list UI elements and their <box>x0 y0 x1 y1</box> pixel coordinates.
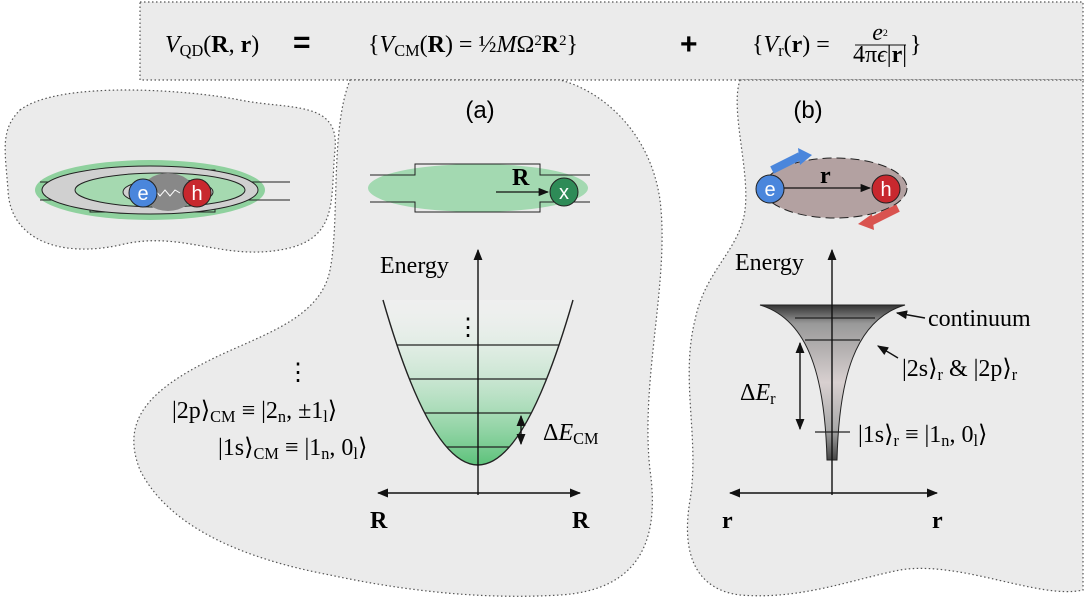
axis-label: r <box>722 508 733 534</box>
text-part: ≡ |2 <box>236 398 278 424</box>
separation-label: r <box>820 163 831 189</box>
text-part: Ω <box>516 32 534 58</box>
text-part: R <box>370 508 388 534</box>
text-part: n <box>941 431 949 450</box>
text-part: R <box>211 32 229 58</box>
text-part: E <box>557 420 573 446</box>
text-part: , <box>229 32 241 58</box>
hole: h <box>880 179 891 201</box>
text-part: ≡ |1 <box>899 422 941 448</box>
text-part: r <box>722 508 733 534</box>
text-part: | <box>902 42 907 68</box>
text-part: 2 <box>883 28 888 39</box>
axis-title: Energy <box>735 250 804 276</box>
text-part: ⟩ <box>358 435 367 461</box>
text-part: ≡ |1 <box>279 435 321 461</box>
text-part: ( <box>203 32 211 58</box>
position-label: R <box>512 165 530 191</box>
electron: e <box>764 179 775 201</box>
text-part: ⟩ <box>328 398 337 424</box>
text-part: ) = <box>802 32 830 58</box>
text-part: n <box>321 444 329 463</box>
text-part: 2 <box>559 33 566 49</box>
text-part: { <box>368 32 380 58</box>
text-part: QD <box>180 41 204 60</box>
text-part: |2s⟩ <box>902 356 938 382</box>
diagram: VQD(R, r) = {VCM(R) = ½MΩ2R2} + {Vr(r) =… <box>0 0 1085 602</box>
text-part: CM <box>254 444 280 463</box>
text-part: , 0 <box>329 435 353 461</box>
text-part: ( <box>784 32 792 58</box>
fraction-denominator: 4πϵ|r| <box>853 42 907 68</box>
text-part: , ±1 <box>286 398 323 424</box>
text-part: { <box>752 32 764 58</box>
text-part: } <box>567 32 579 58</box>
axis-title: Energy <box>380 253 449 279</box>
axis-label: r <box>932 508 943 534</box>
text-part: M <box>495 32 518 58</box>
text-part: CM <box>573 429 599 448</box>
text-part: Δ <box>543 420 558 446</box>
electron: e <box>137 183 148 205</box>
axis-label: R <box>370 508 388 534</box>
text-part: |2p⟩ <box>172 398 210 424</box>
text-part: ) <box>251 32 259 58</box>
text-part: 2 <box>534 33 541 49</box>
state-label: |1s⟩r ≡ |1n, 0l⟩ <box>858 422 987 450</box>
backgrounds <box>5 2 1083 596</box>
equation-lhs: VQD(R, r) <box>165 32 259 60</box>
equals: = <box>293 26 311 59</box>
text-part: |1s⟩ <box>218 435 254 461</box>
text-part: r <box>241 32 252 58</box>
state-label: |2p⟩CM ≡ |2n, ±1l⟩ <box>172 398 337 426</box>
text-part: ( <box>420 32 428 58</box>
text-part: CM <box>210 407 236 426</box>
text-part: R <box>572 508 590 534</box>
dots: ⋮ <box>456 315 480 341</box>
dots: ⋮ <box>286 360 310 386</box>
state-label: |1s⟩CM ≡ |1n, 0l⟩ <box>218 435 367 463</box>
text-part: , 0 <box>949 422 973 448</box>
plus: + <box>680 28 698 61</box>
text-part: |1s⟩ <box>858 422 894 448</box>
text-part: E <box>754 380 770 406</box>
text-part: r <box>932 508 943 534</box>
text-part: r <box>770 389 776 408</box>
axis-label: R <box>572 508 590 534</box>
text-part: R <box>512 165 530 191</box>
text-part: n <box>278 407 286 426</box>
hole: h <box>191 183 202 205</box>
text-part: ⟩ <box>978 422 987 448</box>
text-part: ) = ½ <box>445 32 497 58</box>
text-part: r <box>792 32 803 58</box>
text-part: & |2p⟩ <box>943 356 1012 382</box>
exciton: x <box>559 182 569 204</box>
panel-label: (a) <box>465 97 494 124</box>
text-part: r <box>820 163 831 189</box>
text-part: Δ <box>740 380 755 406</box>
text-part: r <box>892 42 903 68</box>
brace: } <box>910 32 922 58</box>
text-part: R <box>542 32 560 58</box>
panel-label: (b) <box>793 97 822 124</box>
text-part: 4π <box>853 42 877 68</box>
text-part: r <box>1012 365 1018 384</box>
text-part: R <box>428 32 446 58</box>
text-part: CM <box>394 41 420 60</box>
rel-potential: {Vr(r) = <box>752 32 830 60</box>
state-label: |2s⟩r & |2p⟩r <box>902 356 1018 384</box>
continuum-label: continuum <box>928 306 1031 332</box>
